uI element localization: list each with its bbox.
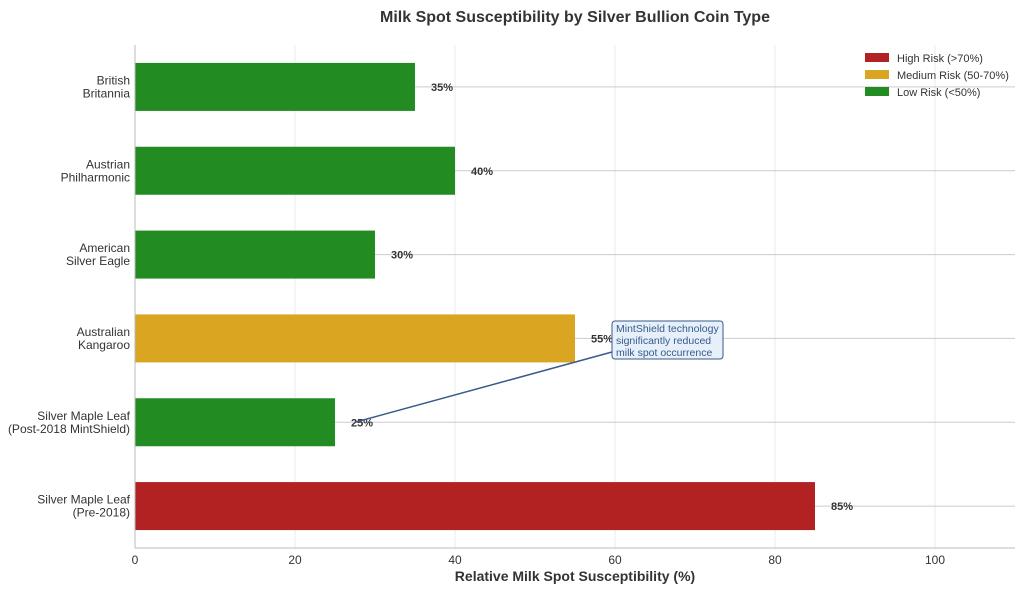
legend-label: Medium Risk (50-70%) [897, 70, 1009, 82]
annotation-text: MintShield technology [616, 323, 719, 335]
y-tick-label: Britannia [83, 86, 131, 100]
bar-value-label: 30% [391, 250, 413, 262]
x-tick-label: 80 [768, 553, 782, 567]
y-tick-label: American [79, 241, 130, 255]
legend-swatch [865, 53, 889, 62]
bar-value-label: 35% [431, 82, 453, 94]
bar [135, 398, 335, 447]
y-tick-label: (Post-2018 MintShield) [8, 422, 130, 436]
y-tick-label: Philharmonic [61, 170, 130, 184]
annotation-arrow [354, 351, 613, 423]
x-tick-label: 0 [132, 553, 139, 567]
bar-value-label: 55% [591, 333, 613, 345]
bar [135, 62, 415, 111]
y-tick-label: Kangaroo [78, 338, 130, 352]
bar [135, 482, 815, 531]
bar-value-label: 40% [471, 166, 493, 178]
x-tick-label: 20 [288, 553, 302, 567]
x-tick-label: 40 [448, 553, 462, 567]
annotation-box [611, 320, 724, 360]
legend-label: Low Risk (<50%) [897, 87, 980, 99]
legend-swatch [865, 87, 889, 96]
bar [135, 146, 455, 195]
legend-label: High Risk (>70%) [897, 53, 983, 65]
bar-value-label: 25% [351, 417, 373, 429]
bar [135, 314, 575, 363]
annotation-text: milk spot occurrence [616, 347, 712, 359]
y-tick-label: Silver Eagle [66, 254, 130, 268]
y-tick-label: Australian [77, 325, 130, 339]
x-tick-label: 100 [925, 553, 945, 567]
bar [135, 230, 375, 279]
x-tick-label: 60 [608, 553, 622, 567]
y-tick-label: Silver Maple Leaf [37, 493, 130, 507]
y-tick-label: British [97, 73, 130, 87]
annotation-text: significantly reduced [616, 335, 711, 347]
y-tick-label: Austrian [86, 157, 130, 171]
y-tick-label: (Pre-2018) [73, 506, 130, 520]
x-axis-label: Relative Milk Spot Susceptibility (%) [455, 568, 695, 584]
chart-title: Milk Spot Susceptibility by Silver Bulli… [380, 9, 770, 26]
legend-swatch [865, 70, 889, 79]
y-tick-label: Silver Maple Leaf [37, 409, 130, 423]
bar-value-label: 85% [831, 501, 853, 513]
